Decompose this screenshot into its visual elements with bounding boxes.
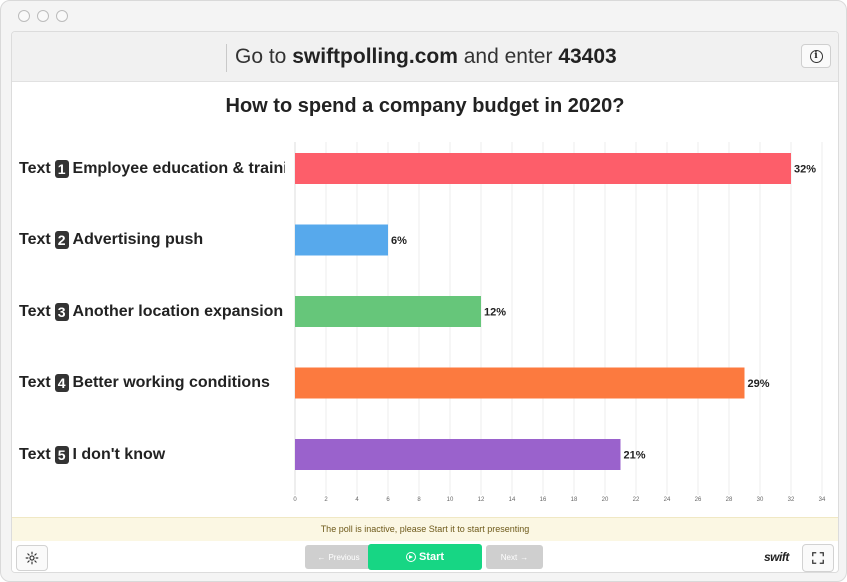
x-tick-label: 4 xyxy=(355,497,359,503)
bar-value-label: 32% xyxy=(794,164,816,176)
next-button[interactable]: Next → xyxy=(486,545,543,569)
option-label: Text 1 Employee education & traini xyxy=(19,158,285,180)
control-bar: ← Previous Start Next → swift xyxy=(12,542,838,572)
expand-icon xyxy=(812,552,824,564)
next-label: Next xyxy=(500,552,518,562)
start-label: Start xyxy=(418,551,445,563)
divider xyxy=(226,44,227,72)
brand-logo: swift xyxy=(764,550,789,564)
option-prefix: Text xyxy=(19,231,51,248)
x-tick-label: 14 xyxy=(509,497,516,503)
window-minimize-dot[interactable] xyxy=(37,10,49,22)
x-tick-label: 34 xyxy=(819,497,826,503)
option-number-badge: 4 xyxy=(54,374,69,392)
poll-code: 43403 xyxy=(558,45,617,68)
option-label: Text 2 Advertising push xyxy=(19,229,285,251)
poll-title: How to spend a company budget in 2020? xyxy=(225,95,625,117)
previous-arrow-icon: ← xyxy=(317,552,326,562)
option-text: Advertising push xyxy=(72,231,204,248)
x-tick-label: 24 xyxy=(664,497,671,503)
bar-value-label: 21% xyxy=(624,450,646,462)
window-close-dot[interactable] xyxy=(18,10,30,22)
start-button[interactable]: Start xyxy=(368,544,482,570)
join-instructions-bar: Go to swiftpolling.com and enter 43403 i xyxy=(12,32,838,82)
gear-icon xyxy=(25,551,39,565)
instr-prefix: Go to xyxy=(235,45,287,68)
play-icon xyxy=(405,552,416,562)
settings-button[interactable] xyxy=(16,545,48,571)
bar-value-label: 29% xyxy=(748,378,770,390)
option-text: Another location expansion xyxy=(72,302,284,320)
bar xyxy=(295,367,745,399)
bar-value-label: 6% xyxy=(391,235,407,247)
x-tick-label: 6 xyxy=(386,497,390,503)
option-text: I don't know xyxy=(72,445,166,463)
x-tick-label: 12 xyxy=(478,497,485,503)
poll-site: swiftpolling.com xyxy=(292,45,458,68)
join-instructions: Go to swiftpolling.com and enter 43403 xyxy=(235,45,617,69)
option-prefix: Text xyxy=(19,374,51,391)
option-number-badge: 2 xyxy=(54,231,69,249)
chart-svg: 0 2 4 6 8 10 12 14 16 18 20 22 24 26 28 30 32 3432%6%12%2… xyxy=(293,142,826,503)
bar-value-label: 12% xyxy=(484,307,506,319)
option-label: Text 5 I don't know xyxy=(19,444,285,466)
option-text: Employee education & traini xyxy=(72,159,285,177)
bar xyxy=(295,224,388,256)
x-tick-label: 2 xyxy=(324,497,328,503)
option-number-badge: 5 xyxy=(54,445,69,464)
option-prefix: Text xyxy=(19,302,51,320)
x-tick-label: 0 xyxy=(293,497,297,503)
x-tick-label: 30 xyxy=(757,497,764,503)
results-chart: 0 2 4 6 8 10 12 14 16 18 20 22 24 26 28 30 32 34 32% 6% 12% 2… xyxy=(12,32,838,512)
x-tick-label: 10 xyxy=(447,497,454,503)
option-label: Text 3 Another location expansion xyxy=(19,301,285,323)
next-arrow-icon: → xyxy=(520,552,529,562)
bar xyxy=(295,439,621,470)
x-tick-label: 22 xyxy=(633,497,640,503)
instr-middle: and enter xyxy=(463,45,553,68)
window-controls xyxy=(18,10,68,22)
option-number-badge: 1 xyxy=(54,159,69,178)
bar xyxy=(295,153,791,184)
option-prefix: Text xyxy=(19,159,51,177)
fullscreen-button[interactable] xyxy=(802,544,834,572)
option-label: Text 4 Better working conditions xyxy=(19,372,285,394)
previous-label: Previous xyxy=(328,552,360,562)
info-icon: i xyxy=(809,49,823,63)
previous-button[interactable]: ← Previous xyxy=(305,545,372,569)
x-tick-label: 32 xyxy=(788,497,795,503)
info-button[interactable]: i xyxy=(801,44,831,68)
x-tick-label: 26 xyxy=(695,497,702,503)
inactive-notice: The poll is inactive, please Start it to… xyxy=(12,517,838,541)
x-tick-label: 8 xyxy=(417,497,421,503)
x-tick-label: 16 xyxy=(540,497,547,503)
x-tick-label: 20 xyxy=(602,497,609,503)
option-number-badge: 3 xyxy=(54,302,69,321)
x-tick-label: 18 xyxy=(571,497,578,503)
window-maximize-dot[interactable] xyxy=(56,10,68,22)
option-prefix: Text xyxy=(19,445,51,463)
x-tick-label: 28 xyxy=(726,497,733,503)
bar xyxy=(295,296,481,327)
presentation-frame: Go to swiftpolling.com and enter 43403 i… xyxy=(11,31,839,573)
option-text: Better working conditions xyxy=(72,374,270,391)
